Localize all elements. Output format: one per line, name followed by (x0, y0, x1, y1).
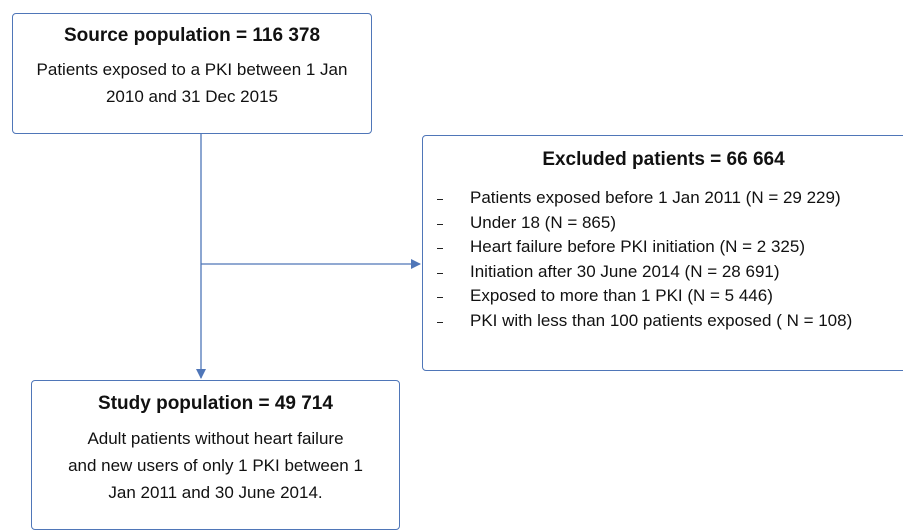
exclusion-item: PKI with less than 100 patients exposed … (423, 309, 903, 334)
exclusion-item: Exposed to more than 1 PKI (N = 5 446) (423, 284, 903, 309)
box-title: Excluded patients = 66 664 (542, 149, 785, 170)
box-title: Source population = 116 378 (63, 25, 321, 46)
bullet-dash (437, 199, 443, 200)
study-box: Study population = 49 714 Adult patients… (31, 380, 400, 530)
text-line: Jan 2011 and 30 June 2014. (108, 483, 323, 502)
item-text: Patients exposed before 1 Jan 2011 (N = … (470, 188, 841, 207)
text-line: Patients exposed to a PKI between 1 Jan (36, 60, 348, 79)
source-box: Source population = 116 378 Patients exp… (12, 13, 372, 134)
exclusion-list: Patients exposed before 1 Jan 2011 (N = … (423, 186, 903, 333)
text-line: Adult patients without heart failure (87, 429, 344, 448)
connectors (196, 133, 421, 379)
item-text: Under 18 (N = 865) (470, 212, 616, 232)
item-text: PKI with less than 100 patients exposed … (470, 310, 853, 330)
bullet-dash (437, 223, 443, 225)
bullet-dash (437, 272, 443, 274)
text-line: 2010 and 31 Dec 2015 (105, 87, 279, 106)
bullet-dash (437, 321, 443, 323)
exclusion-item: Initiation after 30 June 2014 (N = 28 69… (423, 260, 903, 285)
bullet-dash (437, 248, 443, 249)
item-text: Heart failure before PKI initiation (N =… (470, 237, 805, 256)
bullet-dash (437, 297, 443, 298)
item-text: Initiation after 30 June 2014 (N = 28 69… (470, 261, 780, 281)
box-text: Patients exposed to a PKI between 1 Jan … (13, 56, 371, 110)
item-text: Exposed to more than 1 PKI (N = 5 446) (470, 286, 773, 305)
exclusion-item: Heart failure before PKI initiation (N =… (423, 235, 903, 260)
exclusion-item: Patients exposed before 1 Jan 2011 (N = … (423, 186, 903, 211)
text-line: and new users of only 1 PKI between 1 (68, 456, 363, 475)
box-text: Adult patients without heart failure and… (32, 425, 399, 506)
exclusion-item: Under 18 (N = 865) (423, 211, 903, 236)
excluded-box: Excluded patients = 66 664 Patients expo… (422, 135, 903, 371)
page: Source population = 116 378 Patients exp… (12, 13, 903, 530)
box-title: Study population = 49 714 (98, 393, 333, 414)
